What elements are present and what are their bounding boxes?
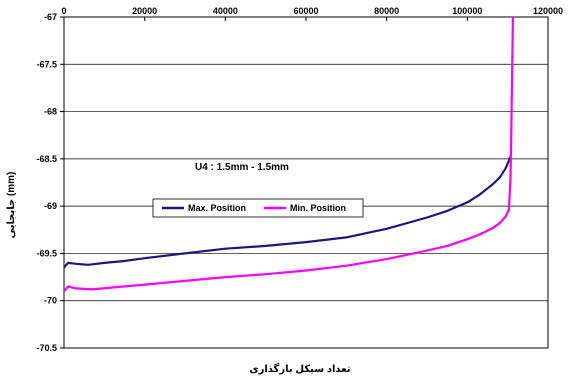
- series-line-max-position: [63, 156, 512, 269]
- annotation-label: U4 : 1.5mm - 1.5mm: [195, 162, 289, 173]
- legend-box: [152, 198, 364, 218]
- y-tick-label: -67.5: [36, 59, 57, 69]
- x-tick-label: 100000: [452, 6, 482, 16]
- legend-label-min-position: Min. Position: [290, 203, 346, 213]
- x-axis-ticks: 0 20000 40000 60000 80000 100000 120000: [61, 6, 563, 21]
- x-axis-title: تعداد سیکل بارگذاری: [249, 362, 350, 375]
- y-tick-label: -69.5: [36, 248, 57, 258]
- x-tick-label: 80000: [374, 6, 399, 16]
- y-tick-label: -68.5: [36, 154, 57, 164]
- x-tick-label: 60000: [293, 6, 318, 16]
- y-tick-label: -68: [44, 107, 57, 117]
- y-axis-title: جابجایی (mm): [6, 172, 17, 239]
- legend-label-max-position: Max. Position: [188, 203, 246, 213]
- grid-lines: [64, 63, 548, 302]
- y-tick-label: -70: [44, 296, 57, 306]
- series-lines: [63, 16, 514, 293]
- y-tick-label: -70.5: [36, 343, 57, 353]
- x-tick-label: 120000: [533, 6, 563, 16]
- plot-area-border: [63, 16, 549, 349]
- y-axis-ticks: -67 -67.5 -68 -68.5 -69 -69.5 -70 -70.5: [36, 12, 64, 353]
- legend: Max. Position Min. Position: [152, 198, 364, 218]
- x-tick-label: 0: [61, 6, 66, 16]
- x-tick-label: 40000: [213, 6, 238, 16]
- series-line-min-position: [63, 16, 514, 293]
- y-tick-label: -69: [44, 201, 57, 211]
- y-tick-label: -67: [44, 12, 57, 22]
- x-tick-label: 20000: [132, 6, 157, 16]
